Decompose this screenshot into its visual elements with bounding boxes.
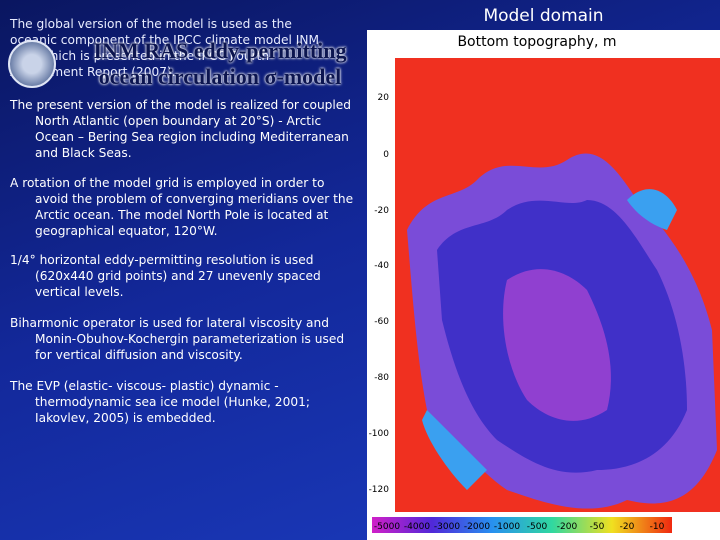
y-label: -120 xyxy=(369,485,390,495)
colorbar-label: -5000 xyxy=(374,522,400,532)
y-label: -80 xyxy=(374,373,389,383)
colorbar-label: -500 xyxy=(527,522,548,532)
paragraph: A rotation of the model grid is employed… xyxy=(10,176,354,238)
colorbar-label: -10 xyxy=(650,522,665,532)
paragraph: The present version of the model is real… xyxy=(10,98,352,160)
ridge xyxy=(503,269,611,421)
colorbar-label: -200 xyxy=(557,522,578,532)
y-label: -20 xyxy=(374,206,389,216)
colorbar-label: -20 xyxy=(620,522,635,532)
logo xyxy=(8,40,56,88)
y-label: -60 xyxy=(374,317,389,327)
paragraph: 1/4° horizontal eddy-permitting resoluti… xyxy=(10,253,321,299)
map-title: Bottom topography, m xyxy=(457,34,616,50)
colorbar-label: -3000 xyxy=(434,522,460,532)
y-label: -100 xyxy=(369,429,390,439)
figure-caption: Model domain xyxy=(483,6,604,26)
colorbar-label: -50 xyxy=(590,522,605,532)
paragraph: Biharmonic operator is used for lateral … xyxy=(10,316,345,362)
y-label: 20 xyxy=(378,93,390,103)
paragraph: The EVP (elastic- viscous- plastic) dyna… xyxy=(10,379,310,425)
colorbar-label: -1000 xyxy=(494,522,520,532)
shelf xyxy=(422,410,487,490)
shelf xyxy=(627,189,677,230)
slide-title: INM RAS eddy-permitting ocean circulatio… xyxy=(70,38,370,90)
title-line: INM RAS eddy-permitting xyxy=(93,38,347,63)
colorbar-label: -2000 xyxy=(464,522,490,532)
colorbar xyxy=(372,517,672,533)
title-line: ocean circulation σ-model xyxy=(98,64,342,89)
colorbar-label: -4000 xyxy=(404,522,430,532)
y-label: 0 xyxy=(383,150,389,160)
y-label: -40 xyxy=(374,261,389,271)
topography-map: Bottom topography, m 20 0 -20 -40 -60 -8… xyxy=(367,30,720,540)
